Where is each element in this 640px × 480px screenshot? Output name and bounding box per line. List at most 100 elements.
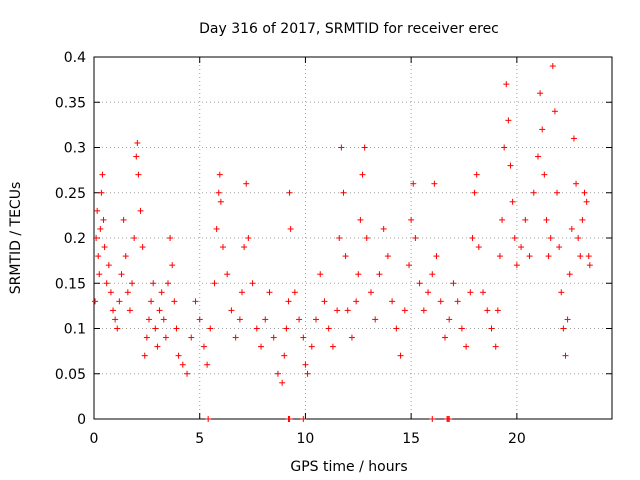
data-point (286, 416, 293, 422)
y-tick-label: 0.35 (55, 95, 86, 111)
data-point (131, 235, 138, 241)
data-point (145, 316, 152, 323)
data-point (239, 289, 245, 296)
data-point (173, 325, 180, 332)
y-tick-label: 0.05 (55, 367, 86, 383)
data-point (446, 416, 453, 422)
data-point (340, 189, 347, 196)
data-point (566, 271, 573, 278)
data-point (321, 298, 328, 305)
y-tick-label: 0.3 (64, 141, 86, 157)
data-point (291, 289, 298, 296)
data-point (570, 135, 577, 142)
data-point (556, 244, 563, 251)
data-point (205, 416, 212, 422)
data-point (408, 216, 415, 223)
data-point (158, 289, 165, 296)
data-point (141, 352, 148, 359)
data-point (281, 352, 288, 359)
data-point (184, 370, 191, 377)
data-point (103, 280, 110, 287)
data-point (401, 307, 408, 314)
data-point (484, 307, 491, 314)
data-point (262, 316, 269, 323)
x-tick-label: 5 (195, 431, 204, 447)
data-point (564, 316, 571, 323)
x-tick-label: 15 (402, 431, 420, 447)
data-point (513, 262, 520, 269)
data-point (344, 307, 351, 314)
data-point (469, 235, 476, 241)
data-point (156, 307, 163, 314)
data-point (579, 216, 586, 223)
data-point (274, 370, 281, 377)
data-point (99, 171, 106, 178)
data-point (211, 280, 218, 287)
data-point (118, 271, 125, 278)
data-point (467, 289, 474, 296)
data-point (507, 162, 514, 169)
data-point (105, 262, 112, 269)
y-tick-label: 0.1 (64, 322, 86, 338)
data-point (577, 253, 584, 260)
data-point (143, 334, 150, 341)
data-point (586, 262, 593, 269)
x-axis-label: GPS time / hours (290, 459, 407, 475)
data-point (446, 316, 453, 323)
data-point (94, 207, 101, 214)
data-point (410, 180, 417, 187)
data-points (92, 63, 593, 422)
data-point (518, 244, 525, 251)
data-point (300, 334, 307, 341)
data-point (241, 244, 248, 251)
data-point (114, 325, 121, 332)
data-point (353, 298, 360, 305)
data-point (363, 235, 370, 241)
data-point (228, 307, 235, 314)
data-point (560, 325, 567, 332)
data-point (494, 307, 501, 314)
data-point (583, 198, 590, 205)
data-point (420, 307, 427, 314)
data-point (92, 298, 99, 305)
data-point (547, 235, 554, 241)
y-tick-label: 0 (77, 412, 86, 428)
data-point (541, 171, 548, 178)
data-point (215, 189, 222, 196)
data-point (162, 334, 169, 341)
data-point (372, 316, 379, 323)
data-point (179, 361, 186, 368)
data-point (539, 126, 546, 133)
data-point (429, 271, 436, 278)
data-point (393, 325, 400, 332)
data-point (473, 171, 480, 178)
chart-title: Day 316 of 2017, SRMTID for receiver ere… (199, 21, 499, 37)
y-tick-label: 0.25 (55, 186, 86, 202)
data-point (169, 262, 176, 269)
data-point (425, 289, 432, 296)
data-point (120, 216, 127, 223)
data-point (511, 235, 518, 241)
data-point (101, 244, 108, 251)
data-point (357, 216, 364, 223)
data-point (416, 280, 423, 287)
data-point (253, 325, 260, 332)
data-point (336, 235, 343, 241)
data-point (171, 298, 178, 305)
data-point (97, 225, 104, 232)
data-point (258, 343, 265, 350)
data-point (505, 117, 512, 124)
data-point (530, 189, 537, 196)
data-point (433, 253, 440, 260)
data-point (338, 144, 345, 151)
data-point (492, 343, 499, 350)
data-point (192, 298, 199, 305)
data-point (348, 334, 355, 341)
data-point (207, 325, 214, 332)
data-point (93, 235, 100, 241)
data-point (380, 225, 387, 232)
data-point (549, 63, 556, 70)
data-point (188, 334, 195, 341)
data-point (496, 253, 503, 260)
data-point (224, 271, 231, 278)
